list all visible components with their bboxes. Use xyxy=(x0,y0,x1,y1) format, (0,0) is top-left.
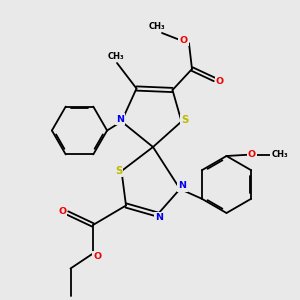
Text: N: N xyxy=(116,115,124,124)
Text: S: S xyxy=(115,166,122,176)
Text: S: S xyxy=(182,115,189,125)
Text: O: O xyxy=(58,207,66,216)
Text: O: O xyxy=(248,150,256,159)
Text: O: O xyxy=(93,252,102,261)
Text: CH₃: CH₃ xyxy=(107,52,124,61)
Text: CH₃: CH₃ xyxy=(271,150,288,159)
Text: N: N xyxy=(178,182,186,190)
Text: CH₃: CH₃ xyxy=(148,22,165,31)
Text: N: N xyxy=(155,213,163,222)
Text: O: O xyxy=(179,36,188,45)
Text: O: O xyxy=(216,76,224,85)
